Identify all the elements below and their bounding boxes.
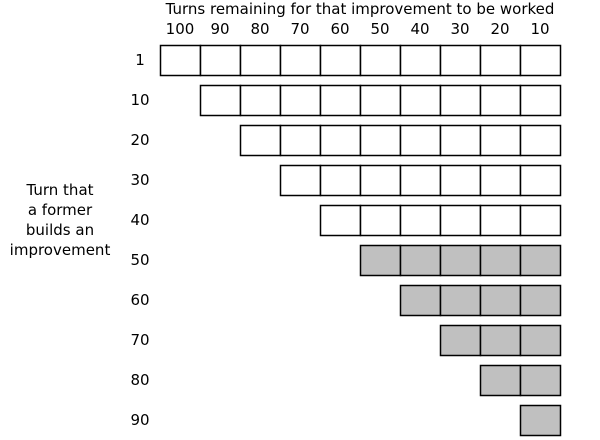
row-axis-label-line: improvement	[9, 241, 111, 259]
row-label: 50	[130, 251, 150, 269]
empty-cell	[439, 124, 482, 157]
row-label: 90	[130, 411, 150, 429]
empty-cell	[319, 84, 362, 117]
empty-cell	[399, 124, 442, 157]
row-axis-label-line: Turn that	[26, 181, 94, 199]
empty-cell	[479, 44, 522, 77]
empty-cell	[439, 204, 482, 237]
empty-cell	[479, 164, 522, 197]
empty-cell	[439, 164, 482, 197]
shaded-cell	[479, 364, 522, 397]
empty-cell	[279, 164, 322, 197]
empty-cell	[479, 124, 522, 157]
column-label: 20	[490, 20, 510, 38]
row-label: 1	[135, 51, 145, 69]
empty-cell	[319, 44, 362, 77]
empty-cell	[359, 204, 402, 237]
empty-cell	[359, 124, 402, 157]
empty-cell	[359, 84, 402, 117]
row-label: 80	[130, 371, 150, 389]
column-label: 40	[410, 20, 430, 38]
shaded-cell	[439, 284, 482, 317]
diagram-title: Turns remaining for that improvement to …	[165, 0, 555, 18]
empty-cell	[319, 204, 362, 237]
empty-cell	[199, 44, 242, 77]
column-label: 100	[165, 20, 195, 38]
empty-cell	[439, 84, 482, 117]
shaded-cell	[399, 284, 442, 317]
row-label: 60	[130, 291, 150, 309]
shaded-cell	[439, 244, 482, 277]
shaded-cell	[479, 324, 522, 357]
empty-cell	[199, 84, 242, 117]
empty-cell	[279, 124, 322, 157]
empty-cell	[359, 44, 402, 77]
empty-cell	[279, 84, 322, 117]
shaded-cell	[519, 364, 562, 397]
shaded-cell	[519, 244, 562, 277]
row-label: 70	[130, 331, 150, 349]
shaded-cell	[479, 244, 522, 277]
row-label: 20	[130, 131, 150, 149]
shaded-cell	[479, 284, 522, 317]
column-label: 70	[290, 20, 310, 38]
empty-cell	[519, 44, 562, 77]
empty-cell	[519, 164, 562, 197]
empty-cell	[519, 204, 562, 237]
empty-cell	[399, 204, 442, 237]
empty-cell	[519, 84, 562, 117]
column-label: 10	[530, 20, 550, 38]
empty-cell	[399, 164, 442, 197]
shaded-cell	[519, 284, 562, 317]
empty-cell	[159, 44, 202, 77]
empty-cell	[239, 84, 282, 117]
shaded-cell	[359, 244, 402, 277]
column-label: 60	[330, 20, 350, 38]
empty-cell	[439, 44, 482, 77]
column-label: 80	[250, 20, 270, 38]
row-label: 30	[130, 171, 150, 189]
empty-cell	[399, 44, 442, 77]
empty-cell	[359, 164, 402, 197]
column-label: 50	[370, 20, 390, 38]
column-label: 30	[450, 20, 470, 38]
empty-cell	[279, 44, 322, 77]
row-label: 40	[130, 211, 150, 229]
column-label: 90	[210, 20, 230, 38]
shaded-cell	[519, 404, 562, 437]
shaded-cell	[519, 324, 562, 357]
empty-cell	[479, 84, 522, 117]
empty-cell	[519, 124, 562, 157]
empty-cell	[239, 44, 282, 77]
empty-cell	[319, 124, 362, 157]
row-axis-label: Turn that a former builds an improvement	[0, 180, 120, 260]
shaded-cell	[439, 324, 482, 357]
row-label: 10	[130, 91, 150, 109]
row-axis-label-line: a former	[27, 201, 93, 219]
empty-cell	[319, 164, 362, 197]
row-axis-label-line: builds an	[25, 221, 95, 239]
empty-cell	[399, 84, 442, 117]
empty-cell	[239, 124, 282, 157]
empty-cell	[479, 204, 522, 237]
shaded-cell	[399, 244, 442, 277]
